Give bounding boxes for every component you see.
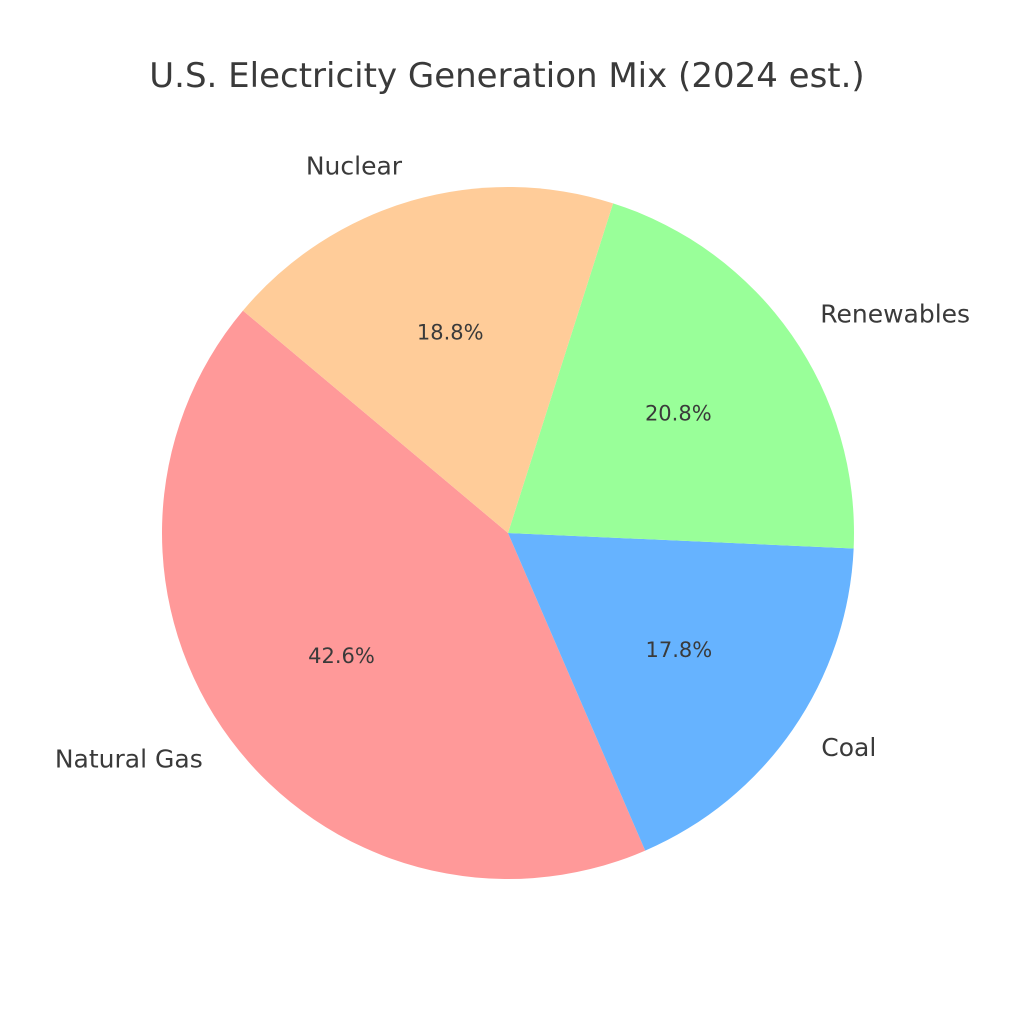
pie-labels: Natural Gas 42.6% Coal 17.8% Renewables 20.8%… [55,151,970,773]
pie-slice-nuclear [242,186,614,533]
pie-slice-renewables [508,203,854,549]
pie-slices [161,186,854,880]
slice-percent-nuclear: 18.8% [417,321,484,345]
slice-percent-coal: 17.8% [646,638,713,662]
chart-title: U.S. Electricity Generation Mix (2024 es… [149,56,864,96]
slice-label-nuclear: Nuclear [306,151,403,180]
pie-slice-natural-gas [161,310,646,880]
slice-label-renewables: Renewables [820,299,970,328]
slice-label-coal: Coal [821,733,876,762]
slice-percent-renewables: 20.8% [645,401,712,425]
pie-slice-coal [508,533,854,851]
slice-label-natural-gas: Natural Gas [55,744,203,773]
slice-percent-natural-gas: 42.6% [308,644,375,668]
